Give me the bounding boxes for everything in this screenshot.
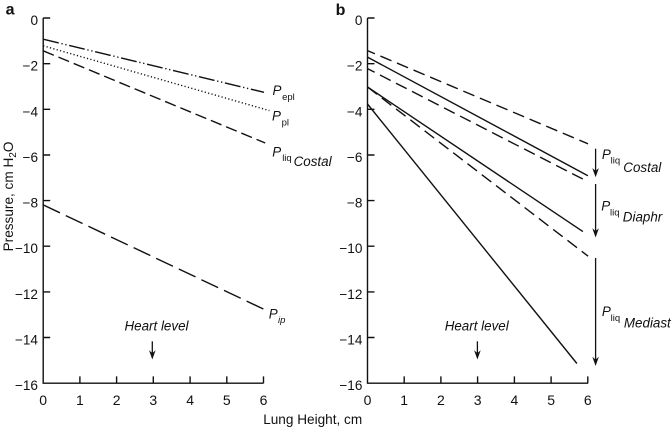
svg-text:−4: −4 (23, 104, 39, 119)
svg-text:−4: −4 (347, 104, 363, 119)
svg-text:Heart level: Heart level (124, 319, 189, 334)
svg-text:−14: −14 (339, 333, 362, 348)
svg-text:0: 0 (30, 13, 38, 28)
svg-text:1: 1 (400, 392, 408, 408)
svg-text:−8: −8 (347, 196, 363, 211)
svg-text:Mediast: Mediast (624, 316, 672, 331)
svg-text:−12: −12 (15, 287, 38, 302)
svg-text:P: P (602, 304, 611, 319)
svg-text:5: 5 (547, 392, 555, 408)
svg-text:ip: ip (278, 315, 285, 326)
svg-text:4: 4 (186, 392, 194, 408)
svg-text:liq: liq (610, 207, 620, 218)
svg-text:liq: liq (282, 153, 292, 164)
svg-text:−14: −14 (15, 333, 38, 348)
svg-text:−6: −6 (23, 150, 39, 165)
svg-text:Pressure, cm H2O: Pressure, cm H2O (1, 142, 19, 252)
svg-text:liq: liq (611, 313, 621, 324)
svg-text:1: 1 (76, 392, 84, 408)
svg-text:P: P (269, 307, 278, 322)
svg-text:P: P (601, 198, 610, 213)
svg-text:4: 4 (511, 392, 519, 408)
svg-text:3: 3 (149, 392, 157, 408)
svg-text:Lung Height, cm: Lung Height, cm (263, 412, 362, 427)
svg-text:−10: −10 (15, 241, 38, 256)
svg-text:Costal: Costal (623, 160, 662, 175)
svg-text:liq: liq (611, 156, 621, 167)
svg-text:0: 0 (39, 392, 47, 408)
svg-text:pl: pl (282, 117, 289, 128)
svg-text:a: a (6, 2, 15, 19)
svg-text:P: P (273, 83, 282, 98)
svg-text:Costal: Costal (294, 154, 333, 169)
svg-text:Heart level: Heart level (445, 319, 510, 334)
svg-text:6: 6 (260, 392, 268, 408)
svg-text:−16: −16 (15, 378, 38, 393)
svg-text:3: 3 (474, 392, 482, 408)
svg-text:−12: −12 (339, 287, 362, 302)
svg-text:0: 0 (364, 392, 372, 408)
svg-text:−16: −16 (339, 378, 362, 393)
svg-text:0: 0 (355, 13, 363, 28)
svg-text:−10: −10 (339, 241, 362, 256)
svg-text:−8: −8 (23, 196, 39, 211)
svg-text:b: b (336, 2, 346, 19)
svg-text:2: 2 (113, 392, 121, 408)
svg-text:P: P (602, 147, 611, 162)
svg-text:P: P (272, 109, 281, 124)
svg-text:P: P (272, 144, 281, 159)
svg-text:−2: −2 (347, 59, 363, 74)
svg-text:epl: epl (282, 92, 295, 103)
svg-text:Diaphr: Diaphr (623, 209, 663, 224)
svg-text:2: 2 (437, 392, 445, 408)
svg-text:−6: −6 (347, 150, 363, 165)
svg-text:−2: −2 (23, 59, 39, 74)
svg-text:6: 6 (584, 392, 592, 408)
svg-text:5: 5 (223, 392, 231, 408)
